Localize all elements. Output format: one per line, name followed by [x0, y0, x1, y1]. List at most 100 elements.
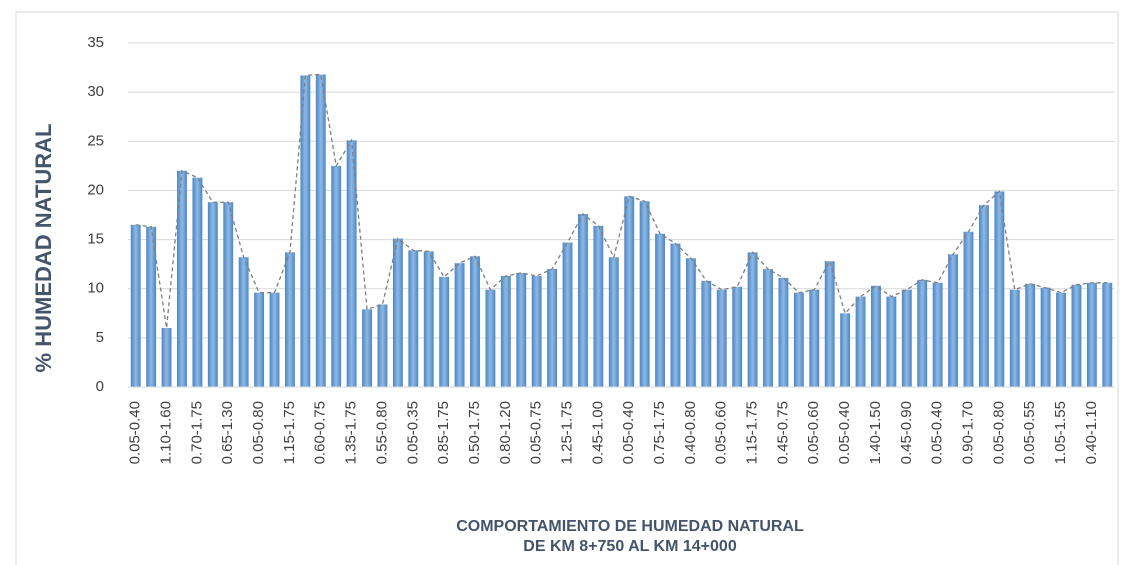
x-tick-label: 1.15-1.75 [744, 401, 761, 464]
bar [362, 309, 372, 387]
bar [793, 292, 804, 387]
x-tick-label: 0.40-1.10 [1083, 401, 1100, 464]
bar [840, 313, 851, 387]
x-tick-label: 1.35-1.75 [343, 401, 360, 464]
bar [994, 191, 1005, 387]
bar [223, 202, 234, 387]
x-tick-label: 0.65-1.30 [219, 401, 236, 464]
y-axis-title: % HUMEDAD NATURAL [31, 124, 56, 373]
y-tick-label: 0 [96, 378, 104, 395]
bar [701, 280, 712, 387]
bar [871, 285, 881, 387]
bar [978, 205, 989, 387]
x-tick-label: 0.45-1.00 [589, 401, 606, 464]
bar [901, 289, 912, 387]
bar [177, 170, 187, 387]
bar [624, 196, 635, 387]
bar [1040, 287, 1051, 387]
bar [454, 263, 465, 387]
bar [130, 224, 141, 387]
x-tick-label: 0.60-0.75 [312, 401, 329, 464]
x-axis-title: COMPORTAMIENTO DE HUMEDAD NATURAL [456, 518, 804, 535]
x-tick-label: 1.10-1.60 [158, 401, 175, 464]
bar [284, 252, 295, 387]
bar [439, 276, 450, 387]
bar [855, 296, 866, 387]
x-tick-label: 0.05-0.75 [528, 401, 545, 464]
bar [547, 269, 558, 387]
bar [716, 289, 727, 387]
x-tick-label: 0.70-1.75 [188, 401, 205, 464]
x-tick-label: 0.05-0.40 [836, 401, 853, 464]
y-tick-label: 30 [87, 83, 104, 100]
bar [238, 257, 249, 387]
x-tick-label: 0.05-0.40 [620, 401, 637, 464]
bar [408, 250, 419, 387]
bar [1102, 282, 1113, 387]
bar [685, 258, 696, 387]
bar [346, 140, 357, 387]
bar [824, 261, 835, 387]
bar [423, 251, 434, 387]
x-tick-label: 1.15-1.75 [281, 401, 298, 464]
bar [146, 226, 157, 387]
bar [963, 231, 974, 387]
bar [778, 277, 789, 387]
bar [269, 292, 280, 387]
y-tick-label: 20 [87, 181, 104, 198]
x-tick-label: 0.05-0.40 [929, 401, 946, 464]
bar [608, 257, 619, 387]
bar [763, 269, 773, 387]
bar [670, 243, 681, 387]
x-tick-label: 0.55-0.80 [373, 401, 390, 464]
x-tick-label: 1.25-1.75 [558, 401, 575, 464]
bar [1071, 284, 1082, 387]
bar [531, 275, 542, 387]
x-tick-label: 0.05-0.60 [713, 401, 730, 464]
bar [207, 202, 218, 387]
bar [500, 275, 511, 387]
bar [516, 272, 527, 387]
bar [948, 254, 959, 387]
x-axis-title: DE KM 8+750 AL KM 14+000 [523, 538, 737, 555]
trend-line [135, 73, 1108, 329]
x-tick-label: 0.05-0.80 [990, 401, 1007, 464]
x-tick-label: 0.45-0.90 [898, 401, 915, 464]
bar [747, 252, 758, 387]
bar [1086, 282, 1097, 387]
x-tick-label: 0.90-1.70 [959, 401, 976, 464]
y-tick-label: 15 [87, 231, 104, 248]
y-tick-label: 35 [87, 34, 104, 51]
x-tick-label: 0.40-0.80 [682, 401, 699, 464]
bar [578, 214, 588, 387]
y-tick-label: 5 [96, 329, 104, 346]
bar [1025, 283, 1036, 387]
bar [732, 286, 743, 387]
x-tick-label: 0.80-1.20 [497, 401, 514, 464]
y-tick-label: 10 [87, 280, 104, 297]
x-tick-label: 0.85-1.75 [435, 401, 452, 464]
bar [485, 289, 496, 387]
bar [932, 282, 943, 387]
bar [1009, 289, 1020, 387]
x-tick-label: 0.05-0.55 [1021, 401, 1038, 464]
bar [593, 225, 604, 387]
bar [300, 75, 311, 387]
bar [392, 238, 403, 387]
x-tick-label: 0.05-0.60 [805, 401, 822, 464]
bar [315, 74, 326, 388]
bar [192, 177, 203, 387]
y-tick-label: 25 [87, 132, 104, 149]
x-tick-label: 0.05-0.35 [404, 401, 421, 464]
bar [917, 279, 928, 387]
bar [886, 296, 897, 387]
bar [809, 289, 820, 387]
x-tick-label: 1.40-1.50 [867, 401, 884, 464]
bar [562, 242, 573, 387]
bar [639, 201, 650, 387]
x-tick-label: 0.50-1.75 [466, 401, 483, 464]
bar [1056, 292, 1066, 387]
bar [470, 256, 480, 387]
bar [331, 165, 342, 387]
